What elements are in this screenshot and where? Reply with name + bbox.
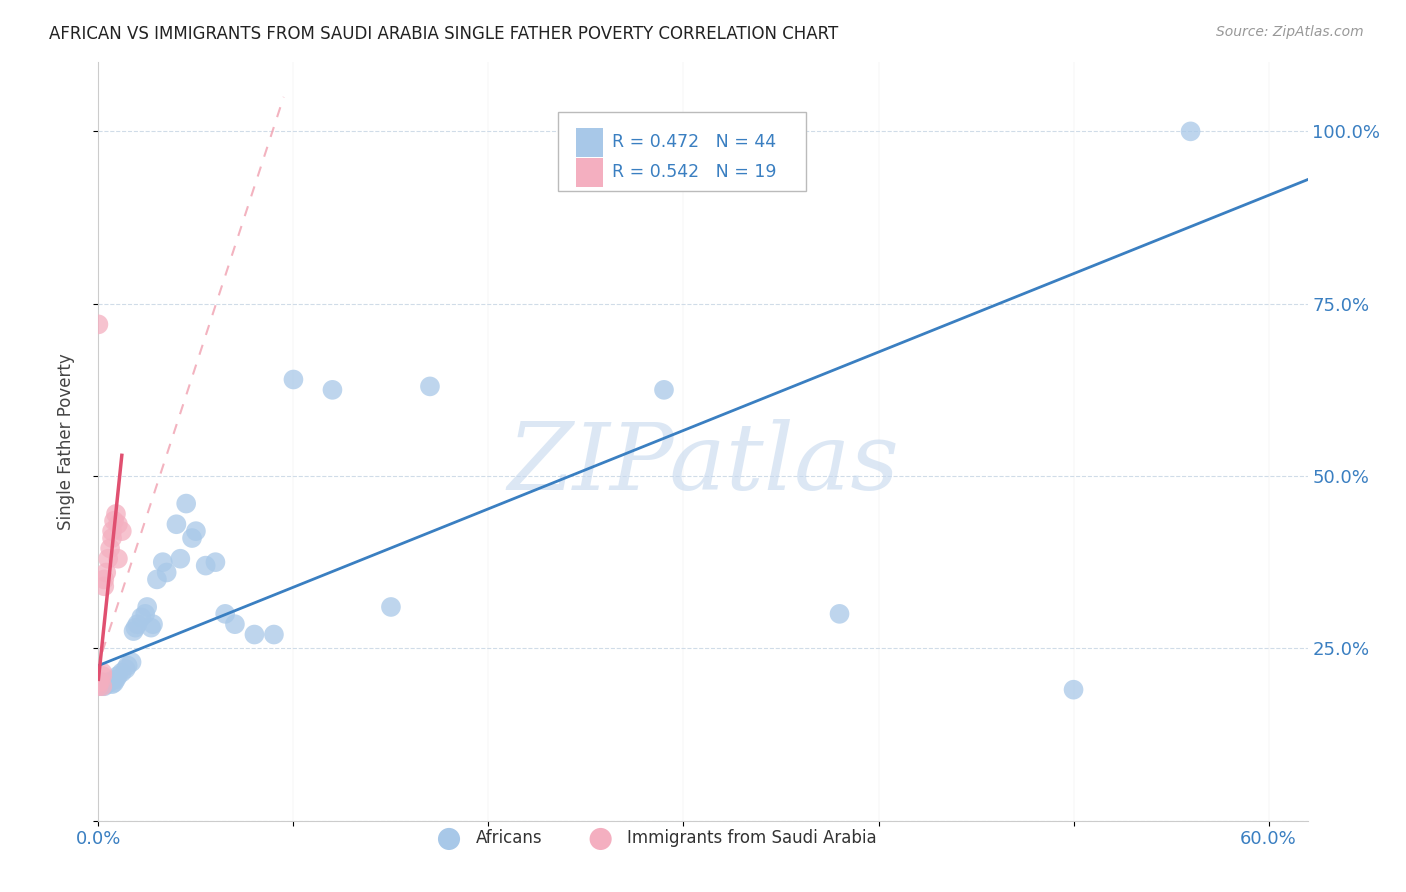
Point [419,379,441,393]
Point [124,621,146,635]
Point [121,655,143,669]
Point [93,679,115,693]
Text: ZIPatlas: ZIPatlas [508,419,898,509]
Point [127,617,149,632]
Point [104,507,127,521]
Y-axis label: Single Father Poverty: Single Father Poverty [56,353,75,530]
Point [184,524,207,538]
FancyBboxPatch shape [576,158,603,186]
Point [101,531,124,545]
Point [243,627,266,641]
FancyBboxPatch shape [576,128,603,156]
Point [103,514,125,528]
Point [1180,124,1202,138]
Point [146,573,169,587]
Point [91,669,114,683]
Text: AFRICAN VS IMMIGRANTS FROM SAUDI ARABIA SINGLE FATHER POVERTY CORRELATION CHART: AFRICAN VS IMMIGRANTS FROM SAUDI ARABIA … [49,25,838,43]
Point [156,566,179,580]
Point [181,531,204,545]
Point [194,558,217,573]
Point [652,383,675,397]
Point [87,675,110,690]
Point [117,658,139,673]
Point [87,679,110,693]
Point [93,579,115,593]
Point [380,599,402,614]
Point [111,665,134,680]
Point [111,524,134,538]
Point [136,599,159,614]
Point [101,524,124,538]
Point [283,372,305,386]
Point [91,675,114,690]
Point [91,665,114,680]
Point [1063,682,1085,697]
Point [107,669,129,683]
FancyBboxPatch shape [558,112,806,191]
Point [98,674,121,689]
Point [263,627,285,641]
Point [91,679,114,693]
Text: Source: ZipAtlas.com: Source: ZipAtlas.com [1216,25,1364,39]
Point [103,675,125,690]
Point [87,318,110,332]
Point [101,677,124,691]
Point [93,573,115,587]
Point [98,541,121,556]
Point [131,610,153,624]
Point [152,555,174,569]
Point [97,675,120,690]
Point [165,517,187,532]
Point [169,551,191,566]
Point [107,551,129,566]
Point [104,673,127,687]
Point [89,679,111,693]
Point [174,497,197,511]
Point [96,677,118,691]
Point [142,617,165,632]
Text: R = 0.472   N = 44: R = 0.472 N = 44 [613,133,776,151]
Legend: Africans, Immigrants from Saudi Arabia: Africans, Immigrants from Saudi Arabia [426,822,883,854]
Point [224,617,246,632]
Point [114,662,136,676]
Point [107,517,129,532]
Point [214,607,236,621]
Point [134,607,156,621]
Point [122,624,145,639]
Point [97,551,120,566]
Point [828,607,851,621]
Point [139,621,162,635]
Point [321,383,343,397]
Point [89,674,111,689]
Point [204,555,226,569]
Point [96,566,118,580]
Text: R = 0.542   N = 19: R = 0.542 N = 19 [613,163,776,181]
